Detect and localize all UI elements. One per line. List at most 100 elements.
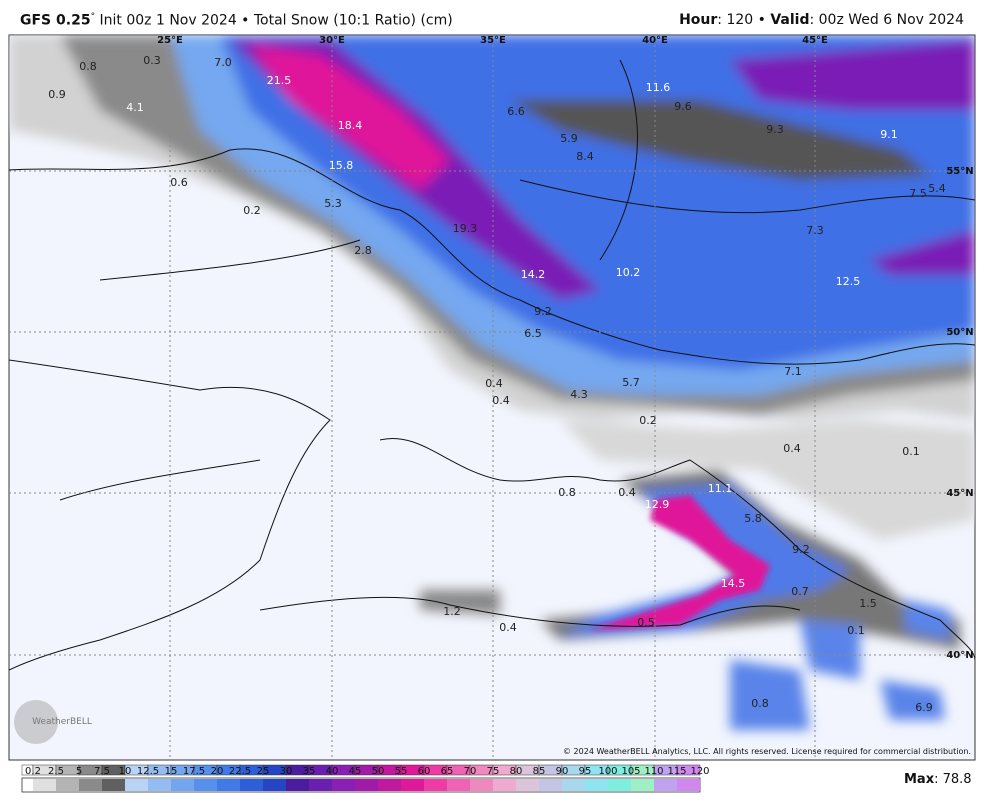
snow-value-label: 0.4 — [499, 621, 517, 634]
snow-value-label: 12.9 — [645, 498, 670, 511]
colorbar-segment — [309, 779, 332, 791]
colorbar-segment — [631, 779, 654, 791]
longitude-label: 40°E — [642, 35, 668, 46]
colorbar-label: 100 — [598, 766, 617, 777]
colorbar-segment — [539, 779, 562, 791]
snow-value-label: 11.6 — [646, 81, 671, 94]
snow-value-label: 0.5 — [637, 616, 655, 629]
latitude-label: 50°N — [946, 327, 973, 338]
snow-value-label: 14.2 — [521, 268, 546, 281]
colorbar-label: 22.5 — [229, 766, 251, 777]
colorbar-label: 5 — [76, 766, 82, 777]
colorbar-label: 105 — [621, 766, 640, 777]
snow-value-label: 5.8 — [744, 512, 762, 525]
snow-value-label: 1.5 — [859, 597, 877, 610]
snow-value-label: 7.1 — [784, 365, 802, 378]
colorbar-segment — [470, 779, 493, 791]
snow-value-label: 6.6 — [507, 105, 525, 118]
snow-value-label: 0.6 — [170, 176, 188, 189]
degree: ° — [90, 12, 96, 22]
colorbar-label: 12.5 — [137, 766, 159, 777]
header-right: Hour: 120 • Valid: 00z Wed 6 Nov 2024 — [679, 12, 964, 28]
snow-value-label: 5.4 — [928, 182, 946, 195]
colorbar-segment — [355, 779, 378, 791]
snow-value-label: 0.4 — [492, 394, 510, 407]
snow-value-label: 0.4 — [485, 377, 503, 390]
colorbar-segment — [378, 779, 401, 791]
hour-value: : 120 • — [717, 12, 771, 28]
snow-value-label: 0.2 — [243, 204, 261, 217]
snow-value-label: 7.5 — [909, 187, 927, 200]
colorbar-label: 0.2 — [25, 766, 41, 777]
colorbar-segment — [493, 779, 516, 791]
colorbar-label: 15 — [165, 766, 178, 777]
snow-value-label: 9.6 — [674, 100, 692, 113]
snow-value-label: 5.3 — [324, 197, 342, 210]
snow-value-label: 0.8 — [558, 486, 576, 499]
snow-value-label: 18.4 — [338, 119, 363, 132]
snow-value-label: 0.8 — [79, 60, 97, 73]
logo-text: WeatherBELL — [32, 717, 92, 727]
colorbar-segment — [677, 779, 700, 791]
snow-value-label: 9.1 — [880, 128, 898, 141]
snow-value-label: 11.1 — [708, 482, 733, 495]
colorbar-label: 85 — [533, 766, 546, 777]
snow-value-label: 21.5 — [267, 74, 292, 87]
colorbar-label: 95 — [579, 766, 592, 777]
snow-value-label: 1.2 — [443, 605, 461, 618]
snow-value-label: 0.9 — [48, 88, 66, 101]
colorbar-segment — [286, 779, 309, 791]
snow-value-label: 0.4 — [618, 486, 636, 499]
colorbar-label: 110 — [644, 766, 663, 777]
snow-value-label: 0.1 — [847, 624, 865, 637]
max-value: : 78.8 — [934, 772, 971, 787]
colorbar-segment — [562, 779, 585, 791]
snow-value-label: 19.3 — [453, 222, 478, 235]
latitude-label: 55°N — [946, 166, 973, 177]
snow-value-label: 0.7 — [791, 585, 809, 598]
snow-value-label: 9.2 — [534, 305, 552, 318]
hour-label: Hour — [679, 12, 718, 28]
snow-value-label: 4.1 — [126, 101, 144, 114]
longitude-label: 30°E — [319, 35, 345, 46]
colorbar-label: 80 — [510, 766, 523, 777]
snow-value-label: 9.3 — [766, 123, 784, 136]
colorbar-segment — [401, 779, 424, 791]
header-left: GFS 0.25° Init 00z 1 Nov 2024 • Total Sn… — [20, 12, 453, 29]
colorbar-segment — [608, 779, 631, 791]
colorbar-segment — [263, 779, 286, 791]
colorbar-segment — [654, 779, 677, 791]
colorbar-label: 120 — [690, 766, 709, 777]
graticule — [9, 35, 975, 760]
colorbar-segment — [171, 779, 194, 791]
snow-value-label: 0.8 — [751, 697, 769, 710]
snow-value-label: 10.2 — [616, 266, 641, 279]
snow-value-label: 2.8 — [354, 244, 372, 257]
max: Max: 78.8 — [904, 772, 972, 787]
colorbar-segment — [56, 779, 79, 791]
subtitle: Init 00z 1 Nov 2024 • Total Snow (10:1 R… — [99, 12, 453, 29]
colorbar-segment — [125, 779, 148, 791]
snow-value-label: 6.5 — [524, 327, 542, 340]
colorbar-label: 50 — [372, 766, 385, 777]
colorbar-segment — [79, 779, 102, 791]
model: GFS 0.25 — [20, 12, 91, 29]
snow-value-label: 0.1 — [902, 445, 920, 458]
colorbar-label: 115 — [667, 766, 686, 777]
colorbar-label: 20 — [211, 766, 224, 777]
colorbar-segment — [240, 779, 263, 791]
colorbar-segment — [585, 779, 608, 791]
colorbar-label: 90 — [556, 766, 569, 777]
snow-value-label: 4.3 — [570, 388, 588, 401]
colorbar-label: 30 — [280, 766, 293, 777]
colorbar-segment — [33, 779, 56, 791]
colorbar-segment — [217, 779, 240, 791]
colorbar-label: 35 — [303, 766, 316, 777]
snow-value-label: 0.3 — [143, 54, 161, 67]
snow-value-label: 0.4 — [783, 442, 801, 455]
copyright: © 2024 WeatherBELL Analytics, LLC. All r… — [563, 747, 971, 756]
snow-value-label: 7.0 — [214, 56, 232, 69]
latitude-label: 45°N — [946, 488, 973, 499]
snow-value-label: 6.9 — [915, 701, 933, 714]
